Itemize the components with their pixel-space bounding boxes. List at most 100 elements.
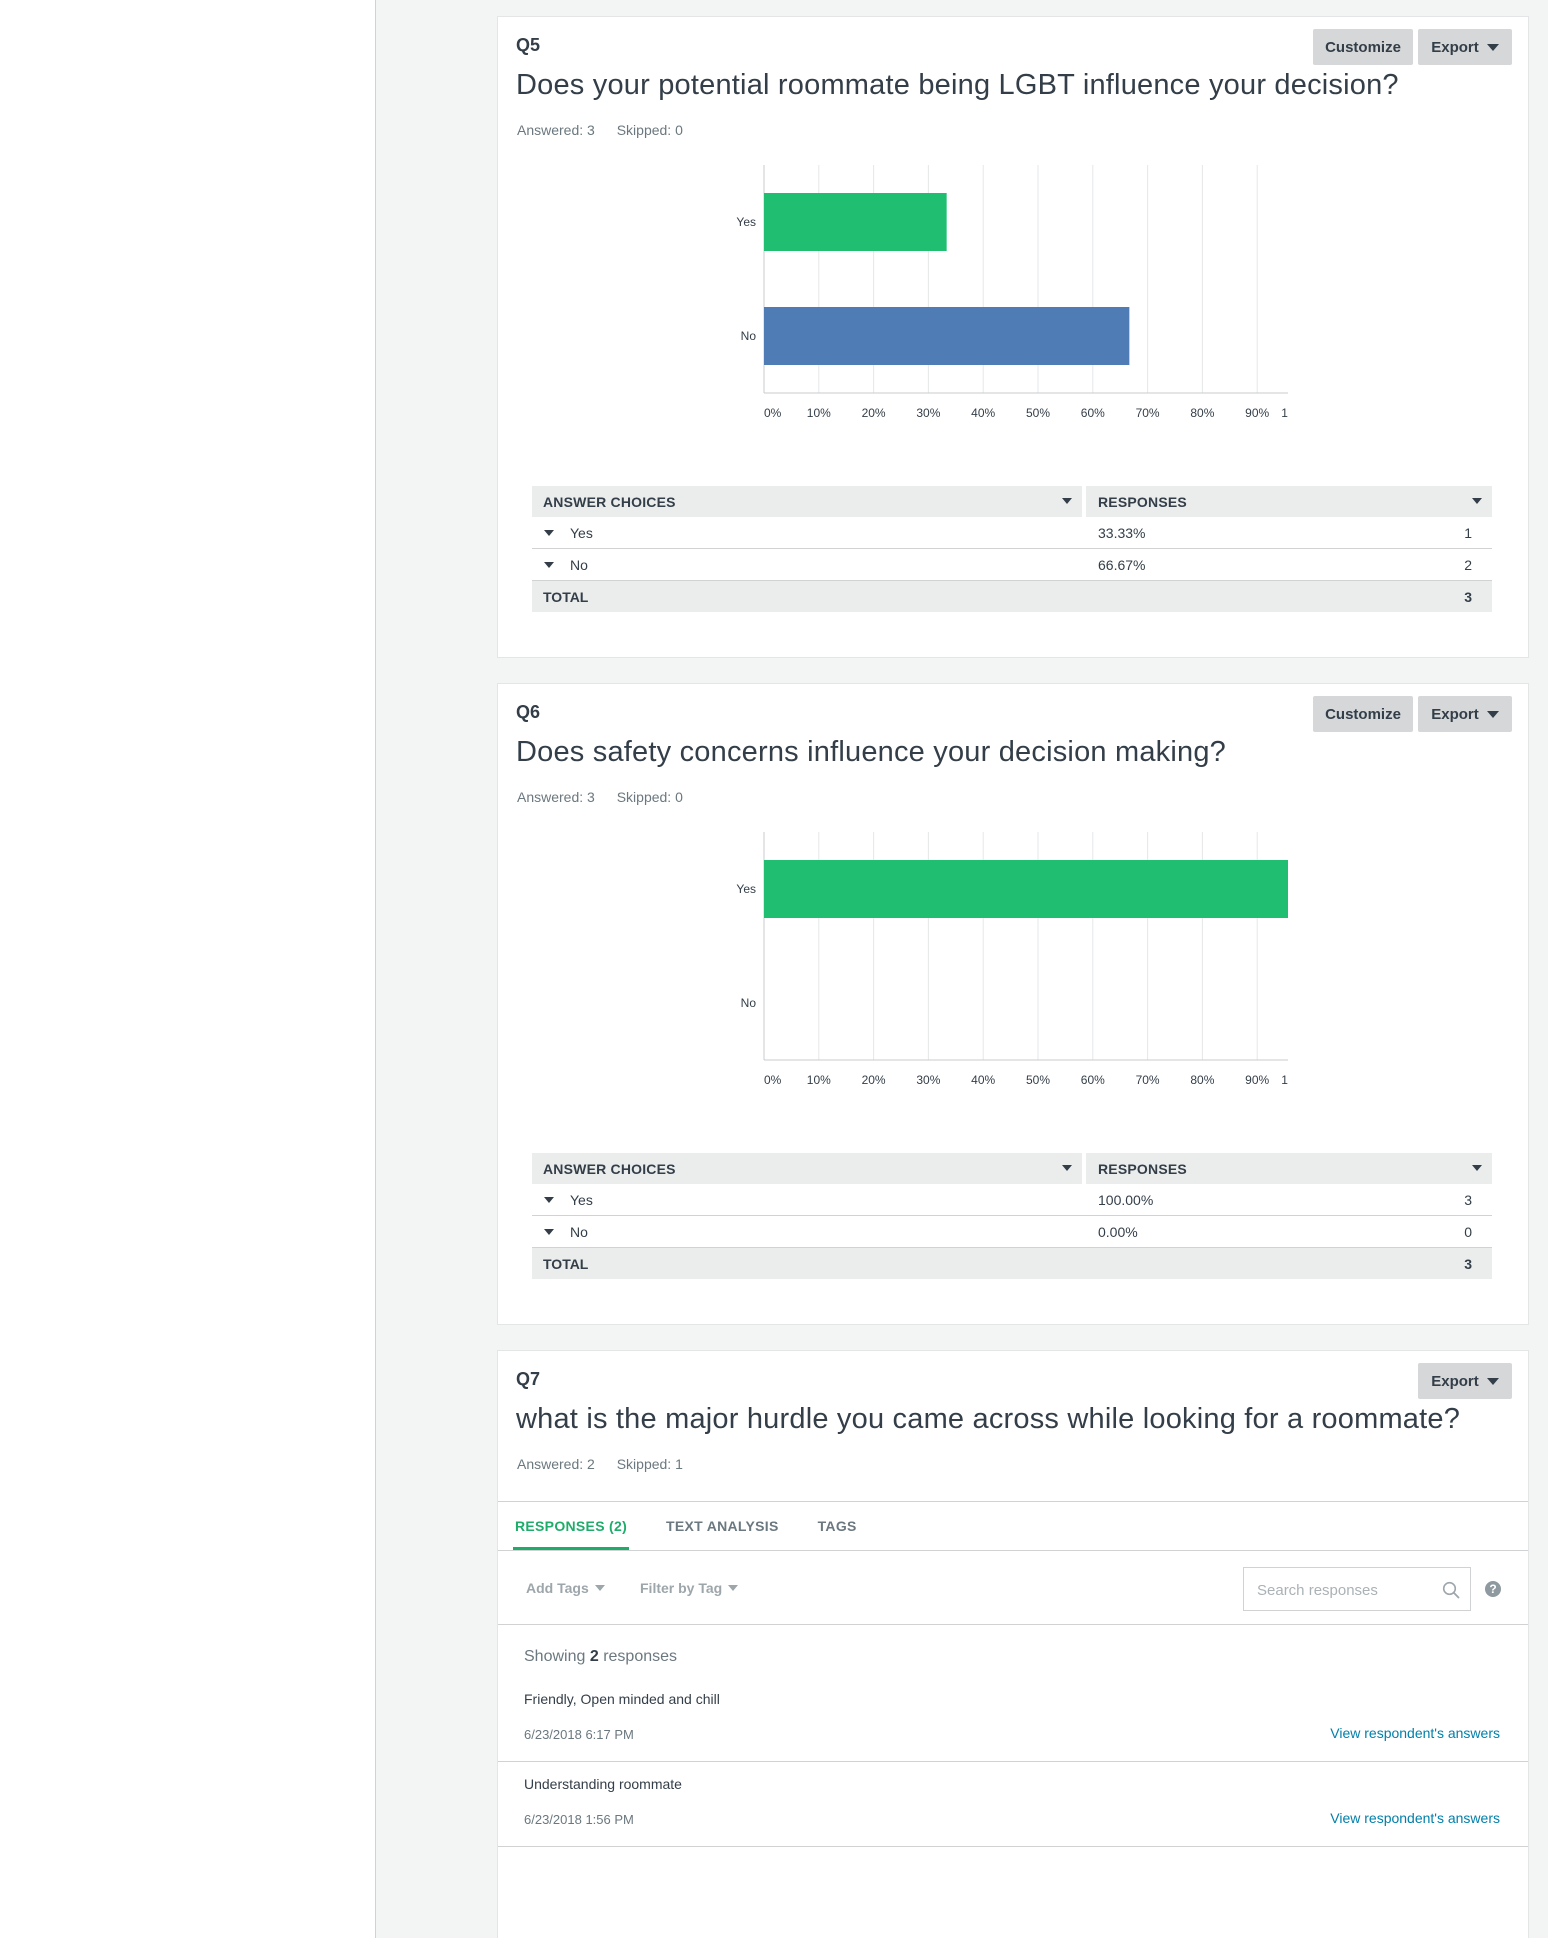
view-respondent-link[interactable]: View respondent's answers xyxy=(1330,1810,1500,1826)
search-icon[interactable] xyxy=(1442,1581,1460,1599)
x-tick-label: 30% xyxy=(916,406,940,420)
caret-down-icon[interactable] xyxy=(1472,498,1482,504)
x-tick-label: 0% xyxy=(764,1073,782,1087)
response-count: 2 xyxy=(1464,556,1472,573)
view-respondent-link[interactable]: View respondent's answers xyxy=(1330,1725,1500,1741)
expand-caret-icon[interactable] xyxy=(544,1196,554,1203)
export-label: Export xyxy=(1431,38,1479,56)
col-label: RESPONSES xyxy=(1098,1160,1187,1177)
filter-by-tag-label: Filter by Tag xyxy=(640,1580,723,1596)
col-label: RESPONSES xyxy=(1098,493,1187,510)
caret-down-icon[interactable] xyxy=(1062,1165,1072,1171)
question-number: Q7 xyxy=(516,1369,541,1389)
x-tick-label: 80% xyxy=(1190,406,1214,420)
bar-category-label: No xyxy=(741,996,757,1010)
filter-by-tag-dropdown[interactable]: Filter by Tag xyxy=(640,1580,739,1596)
total-count: 3 xyxy=(1464,1255,1472,1272)
add-tags-dropdown[interactable]: Add Tags xyxy=(526,1580,605,1596)
response-tabs: RESPONSES (2) TEXT ANALYSIS TAGS xyxy=(498,1501,1528,1551)
col-answer-choices[interactable]: ANSWER CHOICES xyxy=(532,1153,1082,1184)
table-total-row: TOTAL 3 xyxy=(532,581,1492,612)
response-count: 1 xyxy=(1464,524,1472,541)
export-button[interactable]: Export xyxy=(1418,1363,1512,1399)
x-tick-label: 60% xyxy=(1081,1073,1105,1087)
export-button[interactable]: Export xyxy=(1418,29,1512,65)
customize-label: Customize xyxy=(1325,705,1401,723)
export-label: Export xyxy=(1431,705,1479,723)
answered-count: Answered: 3 xyxy=(517,789,595,805)
left-sidebar xyxy=(0,0,376,1938)
response-text: Understanding roommate xyxy=(524,1776,682,1792)
x-tick-label: 90% xyxy=(1245,1073,1269,1087)
answered-count: Answered: 2 xyxy=(517,1456,595,1472)
customize-label: Customize xyxy=(1325,38,1401,56)
caret-down-icon xyxy=(594,1585,605,1591)
caret-down-icon xyxy=(1486,43,1499,51)
showing-suffix: responses xyxy=(603,1648,678,1665)
export-button[interactable]: Export xyxy=(1418,696,1512,732)
bar-category-label: Yes xyxy=(736,882,756,896)
caret-down-icon xyxy=(1486,1377,1499,1385)
skipped-count: Skipped: 1 xyxy=(616,1456,683,1472)
help-icon[interactable]: ? xyxy=(1485,1581,1501,1597)
total-count: 3 xyxy=(1464,588,1472,605)
expand-caret-icon[interactable] xyxy=(544,561,554,568)
response-percent: 33.33% xyxy=(1098,524,1146,541)
caret-down-icon[interactable] xyxy=(1472,1165,1482,1171)
question-stats: Answered: 2 Skipped: 1 xyxy=(517,1456,683,1472)
x-tick-label: 80% xyxy=(1190,1073,1214,1087)
x-tick-label: 50% xyxy=(1026,1073,1050,1087)
x-tick-label: 70% xyxy=(1136,406,1160,420)
x-tick-label: 40% xyxy=(971,1073,995,1087)
showing-count: Showing 2 responses xyxy=(524,1648,677,1666)
x-tick-label: 20% xyxy=(862,406,886,420)
question-number: Q6 xyxy=(516,702,541,722)
question-stats: Answered: 3 Skipped: 0 xyxy=(517,789,683,805)
caret-down-icon xyxy=(1486,710,1499,718)
response-date: 6/23/2018 1:56 PM xyxy=(524,1812,634,1827)
total-label: TOTAL xyxy=(543,588,589,605)
bar-yes xyxy=(764,193,947,251)
bar-chart-q5: Yes No 0% 10% 20% 30% 40% 50% 60% 70% 80% 90% 100% xyxy=(736,165,1288,420)
choice-label: No xyxy=(570,1223,588,1240)
x-tick-label: 30% xyxy=(916,1073,940,1087)
expand-caret-icon[interactable] xyxy=(544,529,554,536)
x-tick-label: 100% xyxy=(1281,1073,1288,1087)
question-title: Does your potential roommate being LGBT … xyxy=(516,69,1399,101)
table-row: No 0.00% 0 xyxy=(532,1216,1492,1248)
choice-label: No xyxy=(570,556,588,573)
add-tags-label: Add Tags xyxy=(526,1580,589,1596)
expand-caret-icon[interactable] xyxy=(544,1228,554,1235)
question-number: Q5 xyxy=(516,35,541,55)
response-date: 6/23/2018 6:17 PM xyxy=(524,1727,634,1742)
customize-button[interactable]: Customize xyxy=(1313,696,1413,732)
total-label: TOTAL xyxy=(543,1255,589,1272)
x-tick-label: 40% xyxy=(971,406,995,420)
tab-responses[interactable]: RESPONSES (2) xyxy=(513,1502,630,1550)
table-row: Yes 33.33% 1 xyxy=(532,517,1492,549)
x-tick-label: 70% xyxy=(1136,1073,1160,1087)
showing-prefix: Showing xyxy=(524,1648,586,1665)
x-tick-label: 100% xyxy=(1281,406,1288,420)
skipped-count: Skipped: 0 xyxy=(616,122,683,138)
col-responses[interactable]: RESPONSES xyxy=(1082,486,1492,517)
export-label: Export xyxy=(1431,1372,1479,1390)
col-responses[interactable]: RESPONSES xyxy=(1082,1153,1492,1184)
col-label: ANSWER CHOICES xyxy=(543,493,676,510)
choice-label: Yes xyxy=(570,524,593,541)
question-title: Does safety concerns influence your deci… xyxy=(516,736,1226,768)
x-tick-label: 90% xyxy=(1245,406,1269,420)
response-text: Friendly, Open minded and chill xyxy=(524,1691,720,1707)
tab-tags[interactable]: TAGS xyxy=(817,1518,857,1534)
skipped-count: Skipped: 0 xyxy=(616,789,683,805)
x-tick-label: 20% xyxy=(862,1073,886,1087)
bar-no xyxy=(764,307,1130,365)
caret-down-icon[interactable] xyxy=(1062,498,1072,504)
caret-down-icon xyxy=(728,1585,739,1591)
response-percent: 66.67% xyxy=(1098,556,1146,573)
col-answer-choices[interactable]: ANSWER CHOICES xyxy=(532,486,1082,517)
x-tick-label: 60% xyxy=(1081,406,1105,420)
tab-text-analysis[interactable]: TEXT ANALYSIS xyxy=(666,1518,779,1534)
customize-button[interactable]: Customize xyxy=(1313,29,1413,65)
search-input[interactable]: Search responses xyxy=(1243,1567,1471,1611)
